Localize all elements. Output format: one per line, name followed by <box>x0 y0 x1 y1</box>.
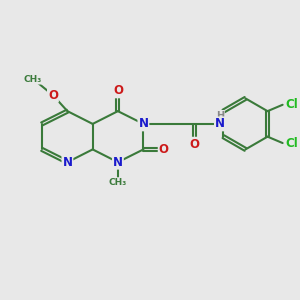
Text: CH₃: CH₃ <box>23 75 42 84</box>
Text: O: O <box>189 138 200 151</box>
Text: O: O <box>113 84 123 98</box>
Text: N: N <box>113 156 123 169</box>
Text: Cl: Cl <box>285 98 298 111</box>
Text: N: N <box>62 156 72 169</box>
Text: H: H <box>216 111 224 121</box>
Text: O: O <box>159 143 169 156</box>
Text: N: N <box>215 117 225 130</box>
Text: O: O <box>48 89 58 102</box>
Text: CH₃: CH₃ <box>109 178 127 187</box>
Text: Cl: Cl <box>285 136 298 149</box>
Text: N: N <box>138 117 148 130</box>
